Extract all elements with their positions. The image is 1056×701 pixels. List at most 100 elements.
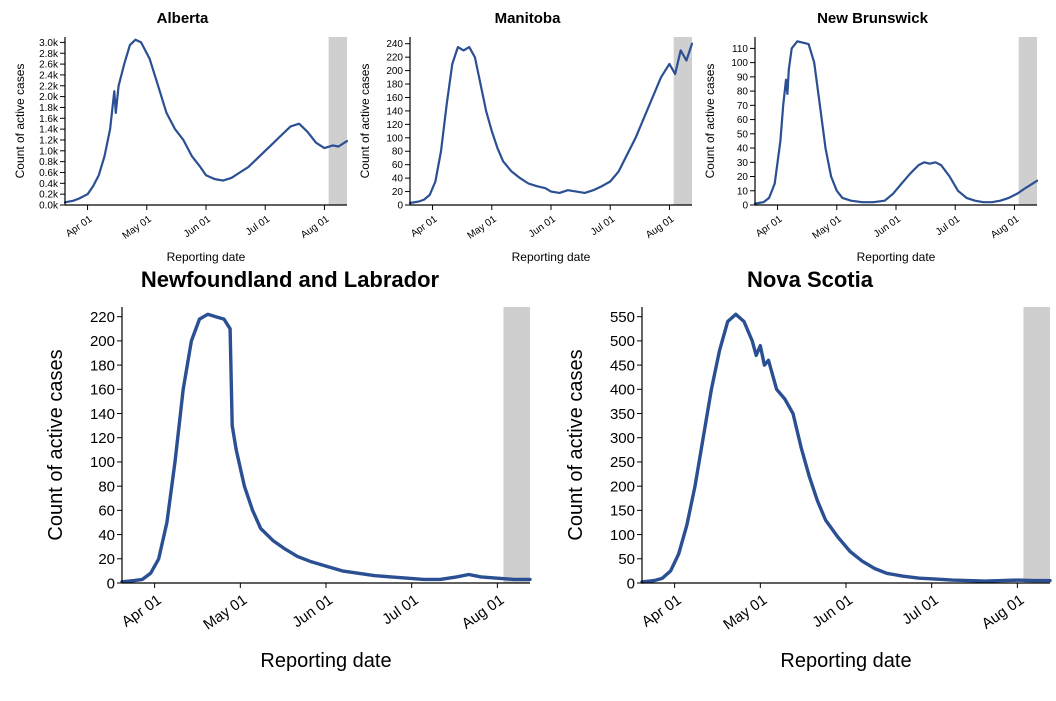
y-tick-label: 450 — [610, 357, 635, 374]
recent-band — [1023, 307, 1050, 583]
y-tick-label: 80 — [392, 147, 404, 158]
y-tick-label: 160 — [90, 382, 115, 399]
y-tick-label: 180 — [386, 80, 403, 91]
y-tick-label: 1.2k — [39, 135, 59, 146]
series-line — [122, 314, 530, 582]
y-tick-label: 400 — [610, 382, 635, 399]
y-tick-label: 2.8k — [39, 49, 59, 60]
y-tick-label: 100 — [610, 527, 635, 544]
y-tick-label: 1.6k — [39, 114, 59, 125]
x-axis-label: Reporting date — [260, 650, 391, 672]
y-tick-label: 0.8k — [39, 157, 59, 168]
series-line — [410, 44, 692, 203]
title-alberta: Alberta — [10, 10, 355, 27]
y-tick-label: 10 — [737, 186, 749, 197]
y-tick-label: 140 — [90, 406, 115, 423]
x-tick-label: Jun 01 — [872, 214, 903, 240]
y-tick-label: 50 — [618, 551, 635, 568]
x-tick-label: Apr 01 — [64, 214, 95, 240]
y-tick-label: 110 — [732, 44, 748, 55]
y-tick-label: 2.4k — [39, 70, 59, 81]
y-tick-label: 300 — [610, 430, 635, 447]
y-tick-label: 1.4k — [39, 125, 59, 136]
recent-band — [674, 37, 692, 205]
y-tick-label: 2.2k — [39, 81, 59, 92]
x-axis-label: Reporting date — [780, 650, 911, 672]
y-tick-label: 60 — [737, 115, 749, 126]
x-tick-label: Aug 01 — [989, 214, 1022, 241]
bottom-row: Newfoundland and Labrador 02040608010012… — [40, 267, 1046, 673]
y-tick-label: 3.0k — [39, 38, 59, 49]
y-tick-label: 30 — [737, 158, 749, 169]
x-axis-label: Reporting date — [512, 250, 591, 264]
y-tick-label: 100 — [90, 454, 115, 471]
y-tick-label: 40 — [737, 144, 749, 155]
y-tick-label: 250 — [610, 454, 635, 471]
series-line — [755, 41, 1037, 203]
x-tick-label: May 01 — [720, 591, 770, 633]
x-tick-label: Apr 01 — [754, 214, 785, 240]
x-tick-label: Jul 01 — [899, 591, 942, 628]
y-tick-label: 60 — [98, 503, 115, 520]
panel-nova-scotia: Nova Scotia 0501001502002503003504004505… — [560, 267, 1056, 673]
y-tick-label: 220 — [386, 53, 403, 64]
x-tick-label: Jun 01 — [289, 591, 336, 631]
chart-newfoundland: 020406080100120140160180200220Apr 01May … — [40, 293, 540, 673]
y-tick-label: 1.8k — [39, 103, 59, 114]
series-line — [642, 314, 1050, 582]
top-row: Alberta 0.0k0.2k0.4k0.6k0.8k1.0k1.2k1.4k… — [10, 10, 1046, 267]
x-tick-label: May 01 — [810, 214, 844, 242]
y-tick-label: 40 — [392, 174, 404, 185]
x-tick-label: Aug 01 — [979, 591, 1028, 632]
x-tick-label: Aug 01 — [459, 591, 508, 632]
y-tick-label: 200 — [90, 333, 115, 350]
title-new-brunswick: New Brunswick — [700, 10, 1045, 27]
x-axis-label: Reporting date — [857, 250, 936, 264]
y-tick-label: 100 — [386, 133, 403, 144]
y-tick-label: 180 — [90, 357, 115, 374]
y-tick-label: 0.2k — [39, 190, 59, 201]
y-tick-label: 200 — [386, 66, 403, 77]
x-tick-label: Jul 01 — [589, 214, 618, 239]
x-tick-label: Jun 01 — [809, 591, 856, 631]
y-axis-label: Count of active cases — [703, 64, 717, 179]
x-tick-label: Jun 01 — [182, 214, 213, 240]
y-tick-label: 350 — [610, 406, 635, 423]
y-tick-label: 0.0k — [39, 201, 59, 212]
x-tick-label: May 01 — [120, 214, 154, 242]
y-tick-label: 0.4k — [39, 179, 59, 190]
y-tick-label: 160 — [386, 93, 403, 104]
title-newfoundland: Newfoundland and Labrador — [40, 267, 540, 293]
title-manitoba: Manitoba — [355, 10, 700, 27]
x-tick-label: Aug 01 — [299, 214, 332, 241]
x-axis-label: Reporting date — [167, 250, 246, 264]
y-axis-label: Count of active cases — [358, 64, 372, 179]
y-tick-label: 20 — [392, 187, 404, 198]
x-tick-label: Jul 01 — [379, 591, 422, 628]
y-tick-label: 40 — [98, 527, 115, 544]
y-tick-label: 80 — [98, 478, 115, 495]
y-tick-label: 0 — [107, 575, 115, 592]
x-tick-label: Apr 01 — [119, 591, 165, 630]
y-tick-label: 1.0k — [39, 146, 59, 157]
recent-band — [503, 307, 530, 583]
y-tick-label: 0 — [397, 201, 403, 212]
y-tick-label: 120 — [90, 430, 115, 447]
y-tick-label: 80 — [737, 87, 749, 98]
panel-new-brunswick: New Brunswick 0102030405060708090100110A… — [700, 10, 1045, 267]
chart-manitoba: 020406080100120140160180200220240Apr 01M… — [355, 27, 700, 267]
y-tick-label: 20 — [737, 172, 749, 183]
recent-band — [329, 37, 347, 205]
y-tick-label: 200 — [610, 478, 635, 495]
x-tick-label: Aug 01 — [644, 214, 677, 241]
y-tick-label: 60 — [392, 160, 404, 171]
y-tick-label: 120 — [386, 120, 403, 131]
y-tick-label: 70 — [737, 101, 749, 112]
y-axis-label: Count of active cases — [45, 349, 67, 540]
y-tick-label: 550 — [610, 309, 635, 326]
chart-alberta: 0.0k0.2k0.4k0.6k0.8k1.0k1.2k1.4k1.6k1.8k… — [10, 27, 355, 267]
panel-manitoba: Manitoba 0204060801001201401601802002202… — [355, 10, 700, 267]
y-tick-label: 2.0k — [39, 92, 59, 103]
y-tick-label: 50 — [737, 129, 749, 140]
x-tick-label: Jun 01 — [527, 214, 558, 240]
